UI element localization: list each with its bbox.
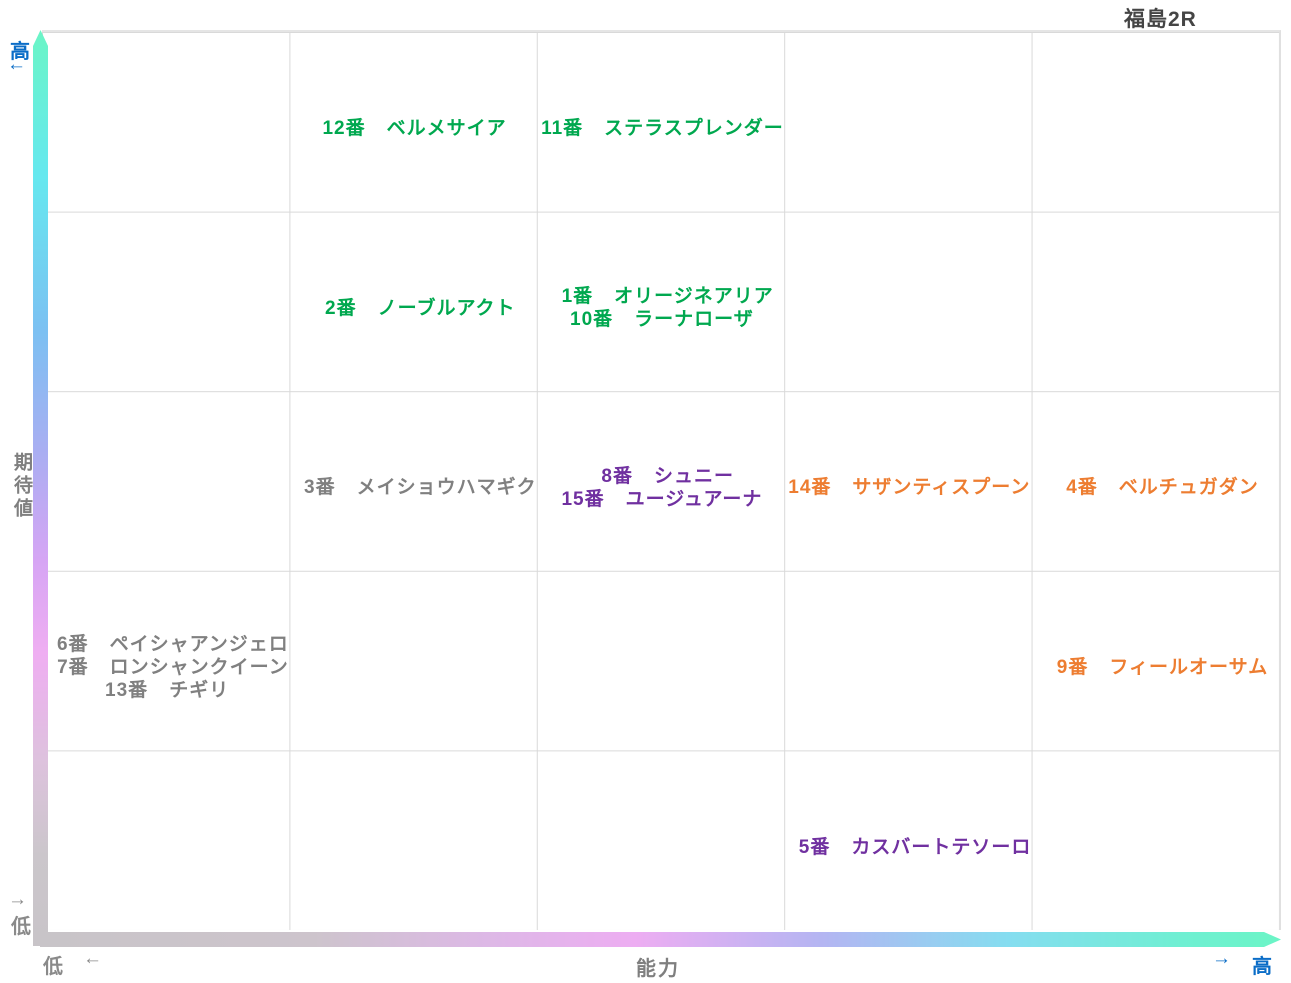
x-axis-low-arrow-icon: ← bbox=[83, 948, 103, 969]
horse-entry: 2番 ノーブルアクト bbox=[311, 297, 516, 320]
horse-entry: 6番 ペイシャアンジェロ bbox=[43, 633, 289, 656]
horse-group: 6番 ペイシャアンジェロ 7番 ロンシャンクイーン 13番 チギリ bbox=[42, 571, 289, 751]
horse-group: 4番 ベルチュガダン bbox=[1032, 391, 1279, 571]
horse-name: ベルメサイア bbox=[386, 118, 507, 140]
horse-number: 7番 bbox=[57, 657, 89, 679]
horse-entry: 11番 ステラスプレンダー bbox=[537, 117, 784, 140]
horse-number: 11番 bbox=[541, 118, 584, 140]
horse-number: 2番 bbox=[325, 297, 357, 319]
race-title: 福島2R bbox=[1124, 8, 1197, 31]
y-axis-gradient-bar bbox=[33, 30, 48, 946]
horse-number: 9番 bbox=[1056, 657, 1089, 679]
horse-group: 14番 サザンティスプーン bbox=[784, 391, 1031, 571]
horse-group: 12番 ベルメサイア bbox=[289, 32, 536, 212]
y-axis-high-label: 高 bbox=[10, 41, 31, 63]
horse-name: ベルチュガダン bbox=[1118, 477, 1259, 499]
horse-group: 8番 シュニー 15番 ユージュアーナ bbox=[537, 391, 784, 571]
horse-number: 5番 bbox=[798, 836, 831, 858]
horse-name: カスバートテソーロ bbox=[851, 836, 1032, 858]
horse-name: ステラスプレンダー bbox=[604, 118, 784, 140]
horse-name: オリージネアリア bbox=[614, 286, 774, 308]
horse-entry: 9番 フィールオーサム bbox=[1042, 656, 1268, 679]
x-axis-low-label: 低 bbox=[43, 956, 64, 978]
x-axis-high-arrow-icon: → bbox=[1212, 948, 1232, 969]
horse-entry: 14番 サザンティスプーン bbox=[785, 476, 1030, 499]
y-axis-low-arrow-icon: → bbox=[8, 889, 28, 910]
horse-entry: 15番 ユージュアーナ bbox=[559, 488, 763, 511]
horse-name: ペイシャアンジェロ bbox=[109, 634, 289, 656]
x-axis-high-label: 高 bbox=[1252, 956, 1273, 978]
horse-number: 8番 bbox=[601, 465, 633, 487]
horse-name: ラーナローザ bbox=[634, 309, 754, 331]
horse-number: 1番 bbox=[561, 286, 594, 308]
horse-name: ノーブルアクト bbox=[377, 297, 516, 319]
horse-number: 6番 bbox=[56, 634, 89, 656]
horse-group: 9番 フィールオーサム bbox=[1032, 571, 1279, 751]
horse-number: 13番 bbox=[105, 680, 149, 702]
plot-area: 12番 ベルメサイア 11番 ステラスプレンダー 2番 ノーブルアクト 1番 オ… bbox=[42, 30, 1281, 930]
horse-group: 3番 メイショウハマギク bbox=[289, 391, 536, 571]
horse-entry: 13番 チギリ bbox=[102, 679, 229, 702]
horse-number: 10番 bbox=[570, 309, 614, 331]
horse-name: チギリ bbox=[169, 680, 230, 702]
y-axis-low-label: 低 bbox=[11, 916, 32, 938]
horse-entry: 1番 オリージネアリア bbox=[547, 285, 774, 308]
x-axis-gradient-bar bbox=[40, 932, 1281, 947]
y-axis-high-arrow-icon: ← bbox=[7, 54, 27, 75]
horse-number: 4番 bbox=[1066, 477, 1098, 499]
horse-entry: 8番 シュニー bbox=[587, 465, 734, 488]
horse-group: 11番 ステラスプレンダー bbox=[537, 32, 784, 212]
horse-number: 15番 bbox=[561, 488, 605, 510]
horse-entry: 4番 ベルチュガダン bbox=[1052, 476, 1259, 499]
horse-entry: 5番 カスバートテソーロ bbox=[784, 836, 1031, 859]
horse-name: フィールオーサム bbox=[1109, 657, 1269, 679]
horse-number: 14番 bbox=[788, 477, 832, 499]
horse-entry: 7番 ロンシャンクイーン bbox=[43, 656, 289, 679]
horse-entry: 10番 ラーナローザ bbox=[567, 308, 754, 331]
horse-entry: 12番 ベルメサイア bbox=[320, 117, 507, 140]
horse-group: 1番 オリージネアリア 10番 ラーナローザ bbox=[537, 212, 784, 392]
horse-group: 2番 ノーブルアクト bbox=[289, 212, 536, 392]
horse-entry: 3番 メイショウハマギク bbox=[290, 476, 537, 499]
horse-name: ロンシャンクイーン bbox=[109, 657, 289, 679]
horse-name: ユージュアーナ bbox=[625, 488, 763, 510]
x-axis-title: 能力 bbox=[636, 958, 680, 980]
y-axis-title: 期待値 bbox=[11, 452, 32, 521]
horse-name: サザンティスプーン bbox=[852, 477, 1031, 499]
horse-name: メイショウハマギク bbox=[356, 477, 537, 499]
horse-number: 12番 bbox=[322, 118, 366, 140]
horse-group: 5番 カスバートテソーロ bbox=[784, 750, 1031, 930]
horse-name: シュニー bbox=[653, 465, 734, 487]
horse-number: 3番 bbox=[304, 477, 336, 499]
